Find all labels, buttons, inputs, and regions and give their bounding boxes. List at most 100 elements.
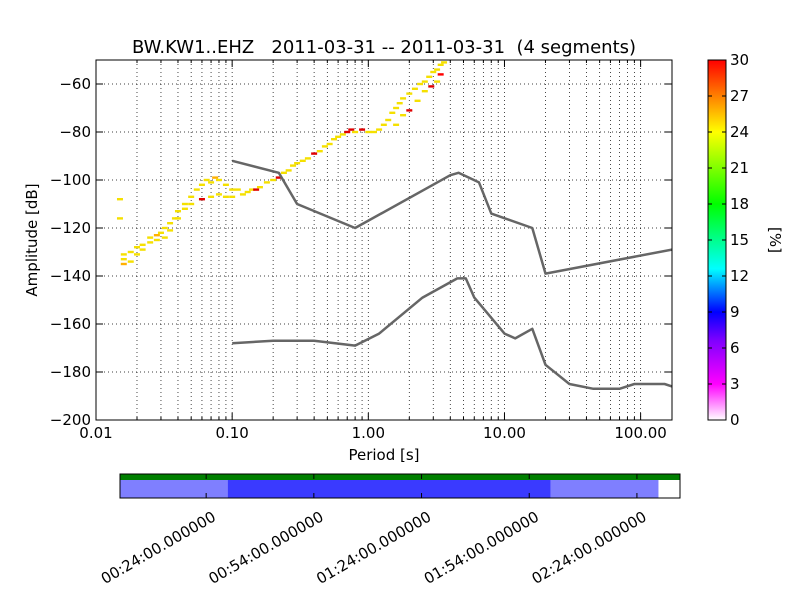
psd-density-cell (290, 164, 297, 167)
psd-density-cell (344, 130, 351, 134)
psd-density-cell (234, 188, 241, 191)
psd-density-cell (437, 63, 444, 66)
psd-density-cell (285, 169, 292, 172)
psd-density-cell (335, 135, 342, 138)
y-axis-label: Amplitude [dB] (23, 183, 41, 296)
y-tick-label: −120 (50, 219, 91, 237)
psd-density-cell (352, 130, 359, 134)
psd-density-cell (253, 188, 260, 191)
psd-density-cell (208, 181, 215, 184)
psd-density-cell (203, 178, 210, 182)
psd-density-cell (120, 253, 127, 256)
noise-model-curves (231, 159, 672, 391)
psd-density-cell (304, 157, 311, 160)
psd-density-cell (116, 217, 123, 220)
timeline-frame (119, 473, 681, 499)
psd-density-cell (249, 188, 256, 191)
psd-density-cell (411, 87, 418, 90)
psd-density-cell (430, 70, 437, 74)
psd-density-cells (116, 61, 448, 266)
psd-density-cell (171, 217, 178, 220)
grid-lines (96, 60, 672, 420)
psd-density-cell (116, 198, 123, 201)
colorbar-tick-label: 18 (730, 195, 749, 213)
psd-density-cell (139, 248, 146, 251)
psd-density-cell (174, 217, 181, 220)
psd-density-cell (311, 152, 318, 155)
new-low-noise-model-line (232, 277, 672, 391)
colorbar-tick-label: 24 (730, 123, 749, 141)
psd-density-cell (153, 234, 160, 237)
x-axis-ticks: 0.01 0.10 1.00 10.00 100.00 (79, 60, 667, 442)
psd-density-cell (396, 102, 403, 105)
psd-density-cell (147, 241, 154, 244)
psd-density-cell (316, 150, 323, 153)
psd-density-cell (365, 130, 372, 134)
psd-density-cell (127, 250, 134, 254)
psd-density-cell (434, 80, 441, 83)
colorbar-tick-label: 0 (730, 411, 740, 429)
x-tick-label: 0.01 (79, 424, 112, 442)
y-tick-label: −200 (50, 411, 91, 429)
psd-density-cell (437, 73, 444, 76)
psd-density-cell (188, 202, 195, 206)
colorbar-tick-label: 12 (730, 267, 749, 285)
psd-density-cell (426, 75, 433, 78)
psd-density-cell (212, 176, 219, 179)
psd-density-cell (339, 133, 346, 136)
psd-density-cell (400, 114, 407, 117)
timeline-coverage-bar (120, 474, 680, 480)
psd-density-cell (174, 210, 181, 213)
psd-density-cell (198, 183, 205, 186)
psd-density-cell (161, 236, 168, 239)
timeline-tick-label: 01:24:00.000000 (313, 508, 434, 588)
timeline-segment (120, 480, 228, 498)
psd-density-cell (188, 195, 195, 198)
chart-title: BW.KW1..EHZ 2011-03-31 -- 2011-03-31 (4 … (132, 37, 636, 58)
psd-density-cell (139, 243, 146, 246)
psd-density-cell (441, 61, 448, 64)
psd-density-cell (389, 111, 396, 114)
x-tick-label: 10.00 (483, 424, 526, 442)
psd-density-cell (153, 238, 160, 242)
y-tick-label: −140 (50, 267, 91, 285)
colorbar-tick-label: 3 (730, 375, 740, 393)
timeline-tick-label: 00:24:00.000000 (98, 508, 219, 588)
psd-density-cell (193, 188, 200, 191)
timeline-tick-label: 00:54:00.000000 (206, 508, 327, 588)
psd-density-cell (208, 195, 215, 198)
psd-density-cell (348, 128, 355, 131)
x-tick-label: 100.00 (614, 424, 667, 442)
y-tick-label: −60 (59, 75, 91, 93)
x-tick-label: 1.00 (352, 424, 385, 442)
colorbar-tick-label: 27 (730, 87, 749, 105)
psd-density-cell (385, 118, 392, 122)
psd-density-cell (181, 207, 188, 210)
psd-density-cell (326, 142, 333, 146)
new-high-noise-model-line (231, 159, 672, 275)
psd-density-cell (428, 85, 435, 88)
psd-density-cell (222, 183, 229, 186)
psd-density-cell (380, 123, 387, 126)
colorbar-tick-label: 21 (730, 159, 749, 177)
psd-density-cell (133, 246, 140, 249)
x-axis-label: Period [s] (348, 446, 419, 464)
psd-density-cell (256, 186, 263, 189)
colorbar-label: [%] (766, 227, 784, 253)
colorbar-ticks: 0 3 6 9 12 15 18 21 24 27 30 (708, 51, 749, 429)
psd-density-cell (406, 92, 413, 95)
psd-density-cell (294, 162, 301, 165)
psd-density-cell (376, 128, 383, 131)
psd-density-cell (393, 123, 400, 126)
y-tick-label: −80 (59, 123, 91, 141)
psd-density-cell (421, 80, 428, 83)
psd-density-cell (120, 262, 127, 266)
data-coverage-timeline: 00:24:00.00000000:54:00.00000001:24:00.0… (98, 473, 681, 588)
psd-density-cell (215, 193, 222, 196)
psd-density-cell (215, 178, 222, 182)
y-tick-label: −160 (50, 315, 91, 333)
timeline-tick-label: 02:24:00.000000 (529, 508, 650, 588)
plot-area-frame (95, 59, 673, 421)
